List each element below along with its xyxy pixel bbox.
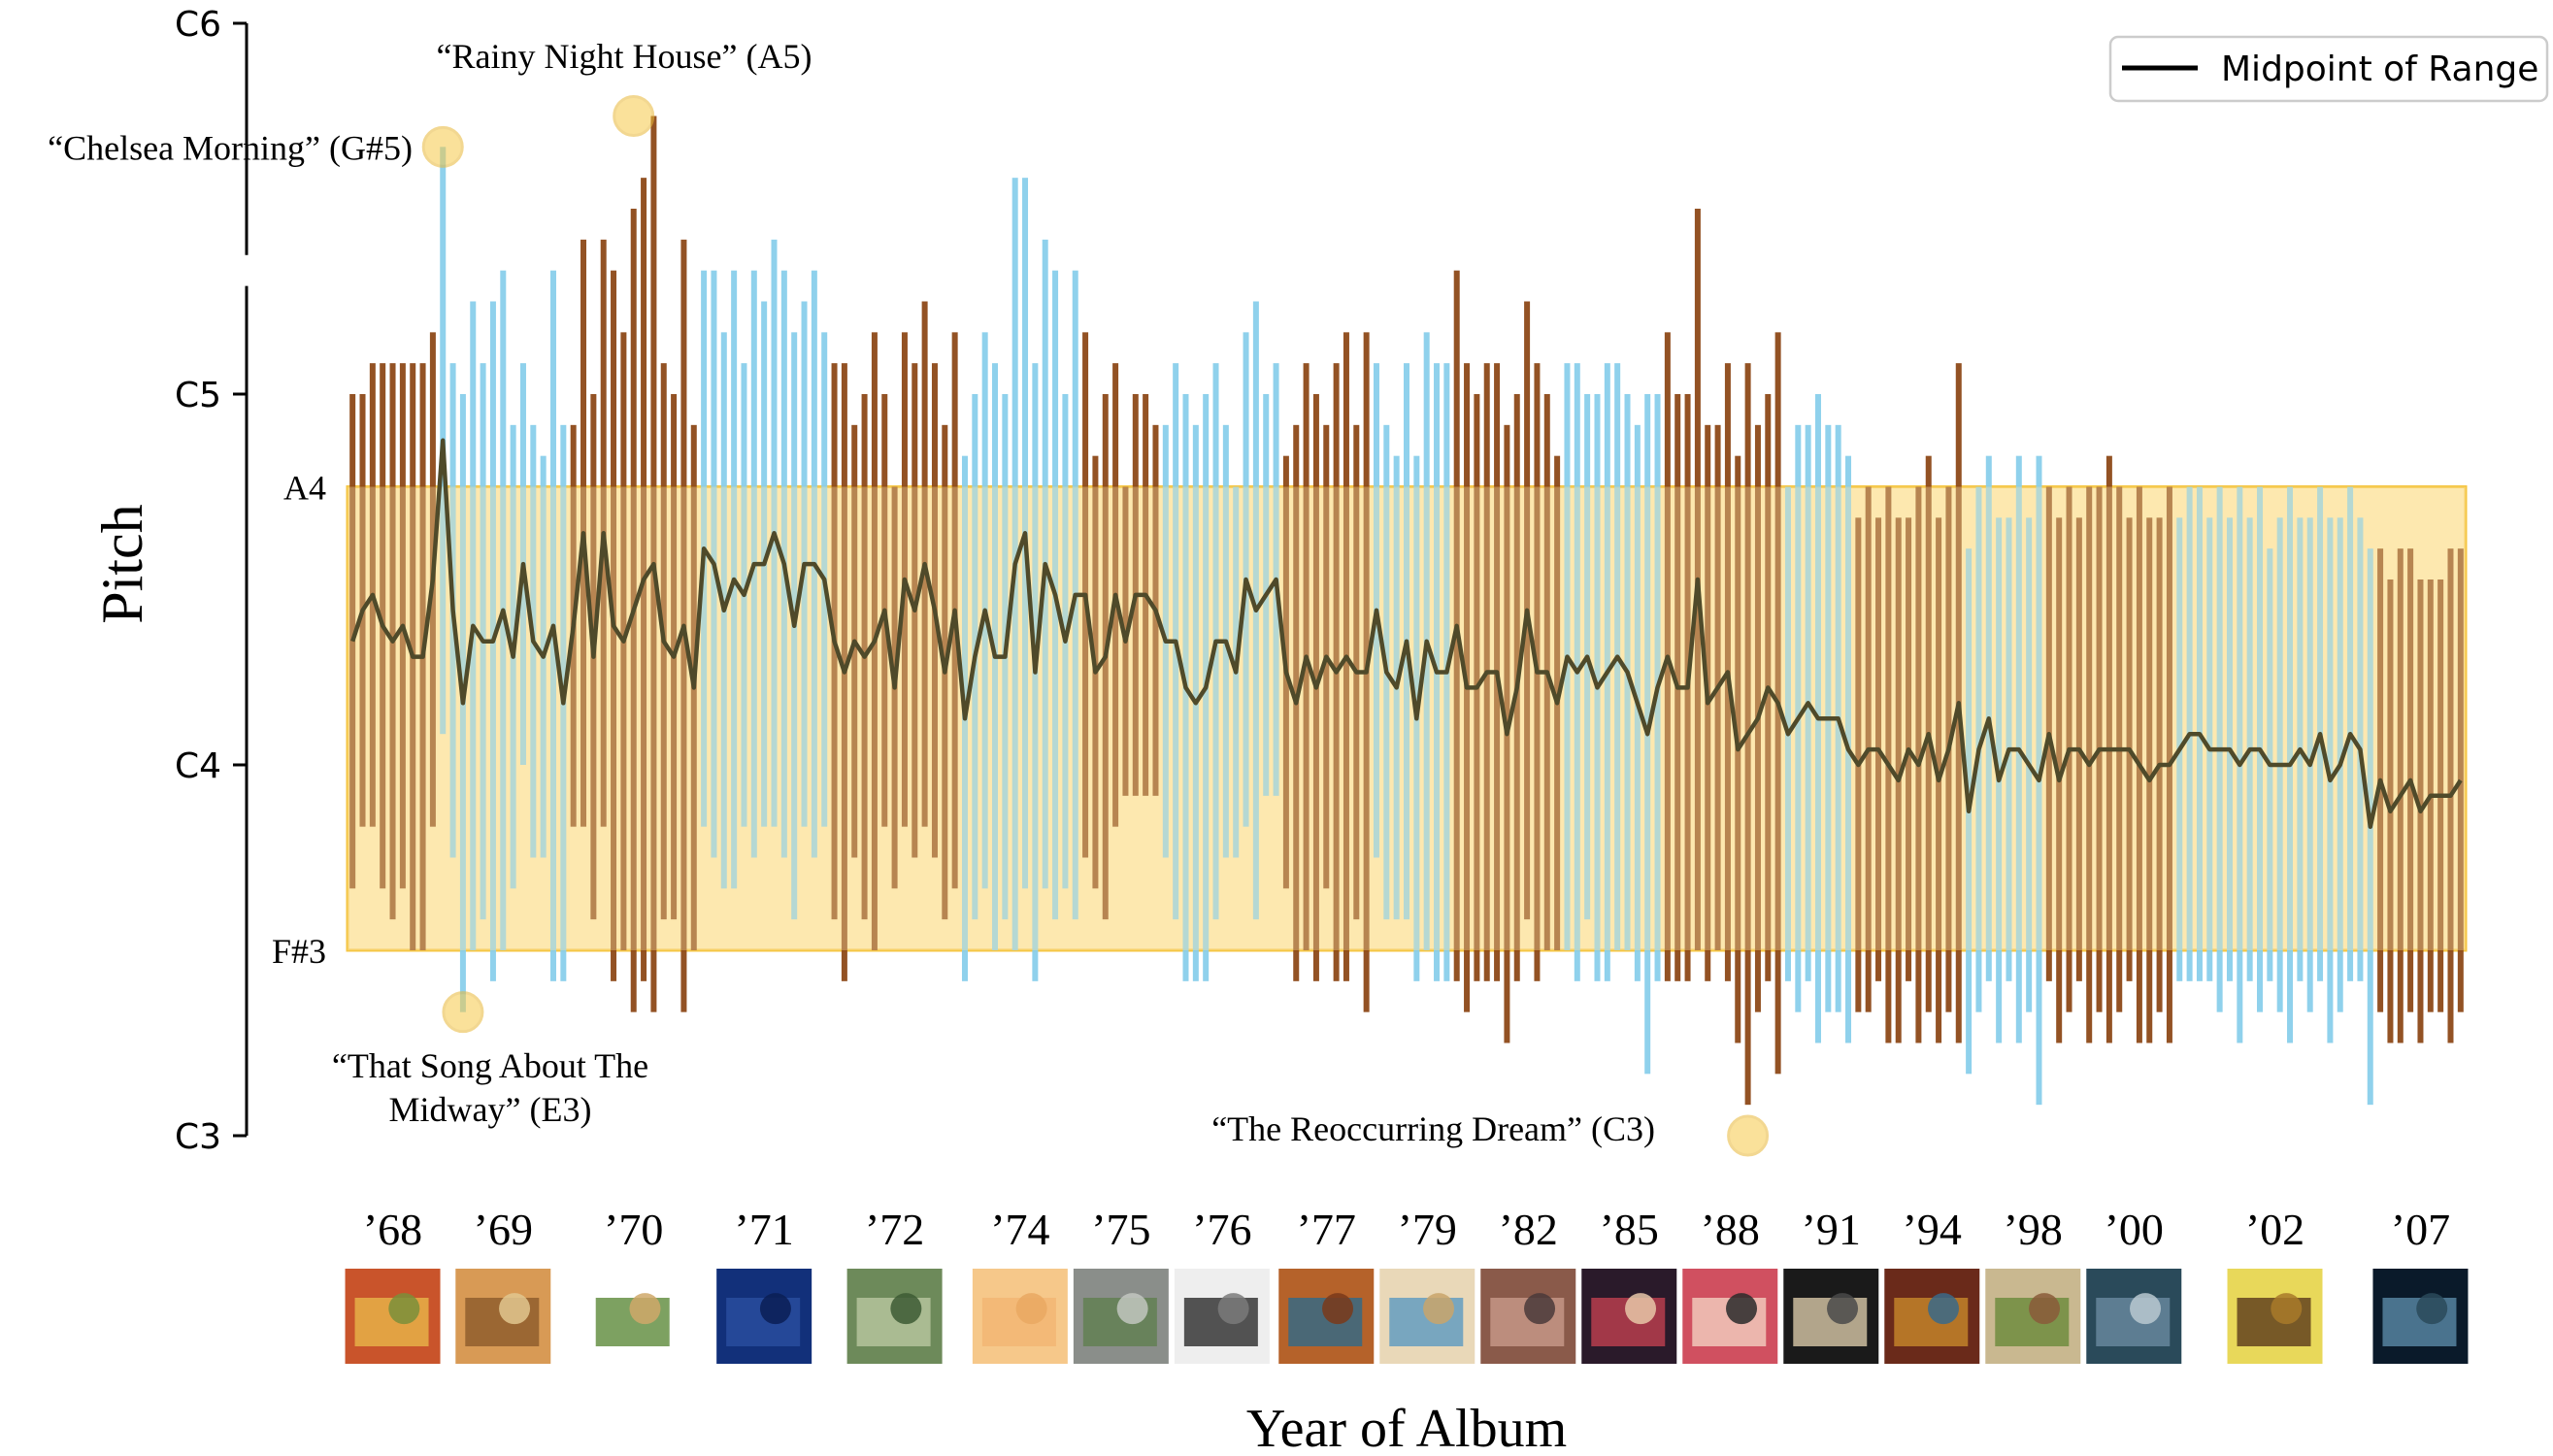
annotation-midway-line2: Midway” (E3) (389, 1090, 592, 1129)
album-cover-figure (1827, 1293, 1859, 1325)
album-cover-figure (2130, 1293, 2162, 1325)
year-label: ’91 (1802, 1205, 1861, 1254)
album-cover-figure (1015, 1293, 1047, 1325)
album-cover-figure (1116, 1293, 1148, 1325)
year-label: ’07 (2391, 1205, 2450, 1254)
legend-label: Midpoint of Range (2221, 50, 2538, 89)
album-cover-figure (1217, 1293, 1249, 1325)
album-cover-thumbnail (1581, 1269, 1677, 1364)
band-overlay (348, 486, 2466, 950)
year-label: ’00 (2105, 1205, 2164, 1254)
album-cover-figure (759, 1293, 791, 1325)
band-high-label: A4 (283, 469, 326, 508)
midpoint-line-group (350, 438, 2463, 829)
album-cover-thumbnail (1884, 1269, 1980, 1364)
album-cover-thumbnail (2086, 1269, 2182, 1364)
midpoint-line (350, 438, 2463, 829)
annotation-midway-line1: “That Song About The (332, 1046, 648, 1085)
album-cover-thumbnail (1073, 1269, 1169, 1364)
y-tick-label: C6 (175, 5, 221, 45)
year-label: ’79 (1398, 1205, 1457, 1254)
album-cover-thumbnail (2372, 1269, 2469, 1364)
album-cover-figure (1322, 1293, 1354, 1325)
highlight-marker (1727, 1114, 1770, 1157)
album-cover-thumbnail (1278, 1269, 1375, 1364)
album-cover-thumbnail (455, 1269, 551, 1364)
album-cover-thumbnail (972, 1269, 1068, 1364)
year-label: ’76 (1192, 1205, 1251, 1254)
album-cover-figure (629, 1293, 661, 1325)
year-label: ’69 (474, 1205, 533, 1254)
album-cover-thumbnail (1682, 1269, 1778, 1364)
year-label: ’72 (865, 1205, 924, 1254)
album-cover-figure (890, 1293, 922, 1325)
album-cover-figure (388, 1293, 420, 1325)
y-tick-label: C4 (175, 746, 221, 786)
album-cover-thumbnail (1480, 1269, 1576, 1364)
y-axis-title: Pitch (90, 504, 154, 623)
year-label: ’02 (2245, 1205, 2304, 1254)
highlight-marker (613, 95, 655, 137)
album-cover-thumbnail (1174, 1269, 1270, 1364)
year-label: ’98 (2004, 1205, 2063, 1254)
year-label: ’85 (1600, 1205, 1659, 1254)
y-tick-label: C5 (175, 376, 221, 415)
album-cover-thumbnail (1783, 1269, 1879, 1364)
year-label: ’94 (1903, 1205, 1962, 1254)
album-cover-figure (2029, 1293, 2061, 1325)
band-low-label: F#3 (272, 932, 326, 971)
song-range-bars (348, 116, 2466, 1106)
year-label: ’74 (990, 1205, 1049, 1254)
album-cover-thumbnail (585, 1269, 681, 1364)
album-cover-figure (1423, 1293, 1455, 1325)
song-bar (2457, 548, 2464, 1012)
album-cover-thumbnail (1985, 1269, 2081, 1364)
annotation-reoccurring-dream: “The Reoccurring Dream” (C3) (1211, 1109, 1655, 1148)
album-cover-thumbnail (846, 1269, 943, 1364)
year-label: ’88 (1701, 1205, 1760, 1254)
y-axis: C3 C4 C5 C6 A4 F#3 Pitch (90, 5, 326, 1157)
year-label: ’82 (1499, 1205, 1558, 1254)
album-cover-figure (1726, 1293, 1758, 1325)
year-label: ’71 (734, 1205, 793, 1254)
annotations: “Chelsea Morning” (G#5) “Rainy Night Hous… (48, 37, 1770, 1157)
annotation-rainy-night-house: “Rainy Night House” (A5) (437, 37, 812, 76)
album-cover-thumbnail (716, 1269, 812, 1364)
year-label: ’68 (363, 1205, 422, 1254)
highlight-marker (421, 125, 464, 168)
album-cover-thumbnail (345, 1269, 441, 1364)
album-cover-figure (1928, 1293, 1960, 1325)
legend: Midpoint of Range (2108, 35, 2549, 103)
album-cover-thumbnail (2227, 1269, 2323, 1364)
year-label: ’70 (604, 1205, 663, 1254)
year-label: ’75 (1091, 1205, 1150, 1254)
y-tick-label: C3 (175, 1117, 221, 1157)
legend-box (2108, 35, 2549, 103)
album-cover-figure (499, 1293, 531, 1325)
year-label: ’77 (1297, 1205, 1356, 1254)
annotation-chelsea-morning: “Chelsea Morning” (G#5) (48, 128, 413, 167)
highlight-marker (442, 991, 484, 1034)
album-cover-thumbnail (1379, 1269, 1475, 1364)
x-axis: ’68 ’69 ’70 ’71 ’72 ’74 ’75 ’76 ’77 ’79 ’82 ’85 ’88 ’… (345, 1205, 2469, 1456)
album-cover-figure (1625, 1293, 1657, 1325)
album-cover-figure (1524, 1293, 1556, 1325)
album-cover-figure (2271, 1293, 2303, 1325)
x-axis-title: Year of Album (1246, 1399, 1567, 1456)
album-cover-figure (2416, 1293, 2448, 1325)
